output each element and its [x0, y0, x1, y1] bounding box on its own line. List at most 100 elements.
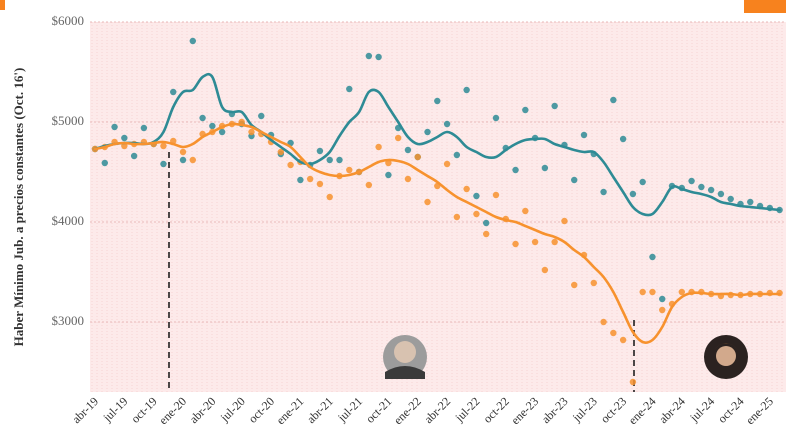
data-point [688, 177, 695, 185]
data-point [258, 112, 265, 120]
data-point [590, 279, 597, 287]
x-tick-label: oct-22 [480, 394, 512, 426]
data-point [707, 186, 715, 194]
x-tick-label: oct-20 [246, 394, 278, 426]
data-point [483, 230, 490, 238]
data-point [297, 176, 304, 184]
data-point [424, 198, 431, 206]
trend-line [93, 72, 781, 217]
data-point [326, 193, 333, 201]
data-point [404, 175, 412, 183]
x-tick-label: ene-21 [274, 394, 307, 427]
data-point [453, 151, 461, 159]
data-point [160, 142, 167, 150]
x-tick-label: jul-19 [100, 394, 131, 425]
data-point [199, 114, 206, 122]
data-point [424, 128, 431, 136]
data-point [629, 378, 637, 386]
data-point [610, 329, 617, 337]
data-point [130, 152, 138, 160]
data-point [463, 86, 470, 94]
data-point [619, 135, 627, 143]
data-point [678, 288, 685, 296]
data-point [659, 295, 666, 303]
data-point [316, 147, 324, 155]
data-point [346, 166, 353, 174]
y-axis-label: Haber Mínimo Jub. a precios constantes (… [11, 68, 26, 347]
x-tick-label: ene-20 [156, 394, 189, 427]
x-tick-label: abr-23 [539, 394, 571, 426]
x-tick-label: oct-19 [128, 394, 160, 426]
data-point [629, 190, 637, 198]
data-point [492, 114, 500, 122]
x-tick-label: abr-22 [421, 394, 453, 426]
data-point [727, 195, 734, 203]
x-tick-label: jul-21 [334, 394, 365, 425]
x-tick-label: ene-22 [391, 394, 424, 427]
data-point [365, 181, 373, 189]
data-point [346, 85, 353, 93]
corner-accent [744, 0, 786, 13]
data-point [394, 134, 402, 142]
data-point [610, 96, 617, 104]
data-point [101, 159, 108, 167]
x-tick-label: abr-20 [187, 394, 219, 426]
data-point [414, 153, 421, 161]
data-point [277, 148, 285, 156]
corner-accent [0, 0, 5, 10]
data-point [600, 318, 607, 326]
data-point [179, 156, 187, 164]
data-point [483, 219, 490, 227]
data-point [698, 183, 705, 191]
data-point [306, 175, 314, 183]
x-tick-label: ene-24 [626, 394, 659, 427]
data-point [580, 131, 588, 139]
x-tick-label: jul-20 [217, 394, 248, 425]
data-point [541, 164, 549, 172]
data-point [326, 156, 333, 164]
data-point [492, 191, 500, 199]
data-point [287, 161, 294, 169]
data-point [404, 146, 412, 154]
x-tick-label: oct-24 [715, 394, 747, 426]
data-point [512, 166, 519, 174]
data-point [649, 288, 656, 296]
x-tick-label: jul-24 [686, 394, 717, 425]
data-point [747, 198, 754, 206]
data-point [522, 207, 529, 215]
data-point [600, 188, 607, 196]
x-tick-label: abr-19 [69, 394, 101, 426]
data-point [619, 336, 627, 344]
data-point [209, 122, 216, 130]
data-point [160, 160, 167, 168]
data-point [551, 238, 558, 246]
y-tick-label: $5000 [52, 113, 85, 128]
data-point [463, 185, 470, 193]
trend-line [93, 122, 781, 344]
x-tick-label: jul-23 [569, 394, 600, 425]
data-point [316, 180, 324, 188]
data-point [218, 128, 226, 136]
data-point [189, 156, 196, 164]
portrait [704, 335, 748, 379]
y-tick-label: $4000 [52, 213, 85, 228]
data-point [453, 213, 461, 221]
data-point [336, 156, 343, 164]
data-point [571, 176, 578, 184]
data-point [375, 143, 382, 151]
data-point [365, 52, 373, 60]
data-point [717, 190, 725, 198]
y-tick-label: $6000 [52, 13, 85, 28]
data-point [443, 160, 451, 168]
data-point [649, 253, 656, 261]
data-point [659, 306, 666, 314]
data-point [375, 53, 382, 61]
data-point [179, 148, 187, 156]
x-tick-label: abr-21 [304, 394, 336, 426]
data-point [531, 238, 539, 246]
data-point [385, 171, 392, 179]
data-point [561, 217, 568, 225]
plot-area [90, 22, 786, 392]
data-point [111, 123, 118, 131]
